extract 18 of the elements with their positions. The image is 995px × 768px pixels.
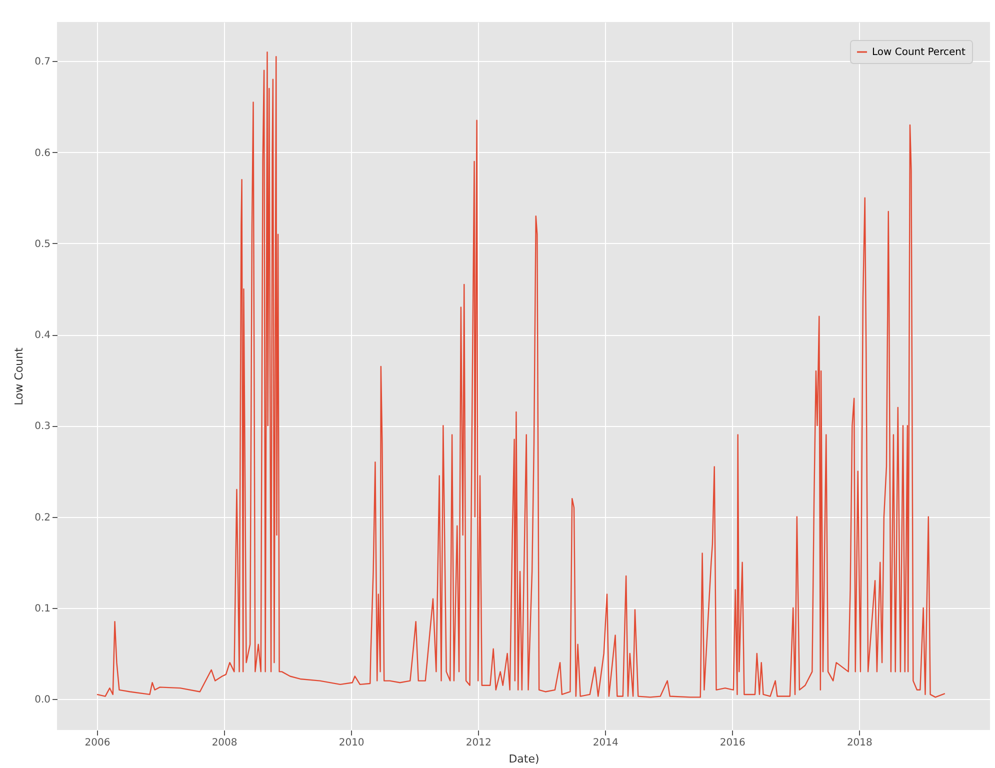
x-tick-label: 2018 xyxy=(846,738,872,748)
x-tick-label: 2014 xyxy=(592,738,618,748)
y-tick-label: 0.0 xyxy=(34,694,50,706)
y-axis-title: Low Count xyxy=(12,346,26,406)
x-tick-label: 2006 xyxy=(84,738,110,748)
legend-label: Low Count Percent xyxy=(872,47,966,58)
y-tick-label: 0.3 xyxy=(34,421,50,432)
y-tick-label: 0.1 xyxy=(34,603,50,614)
y-tick-label: 0.4 xyxy=(34,330,50,342)
x-tick-label: 2008 xyxy=(212,738,238,748)
x-axis-title: Date) xyxy=(508,752,540,766)
y-tick-label: 0.7 xyxy=(34,56,50,68)
y-tick-label: 0.5 xyxy=(34,238,50,250)
x-tick-label: 2010 xyxy=(338,738,364,748)
x-tick-label: 2012 xyxy=(466,738,492,748)
y-tick-label: 0.6 xyxy=(34,148,50,159)
y-tick-label: 0.2 xyxy=(34,512,50,524)
x-tick-label: 2016 xyxy=(720,738,746,748)
